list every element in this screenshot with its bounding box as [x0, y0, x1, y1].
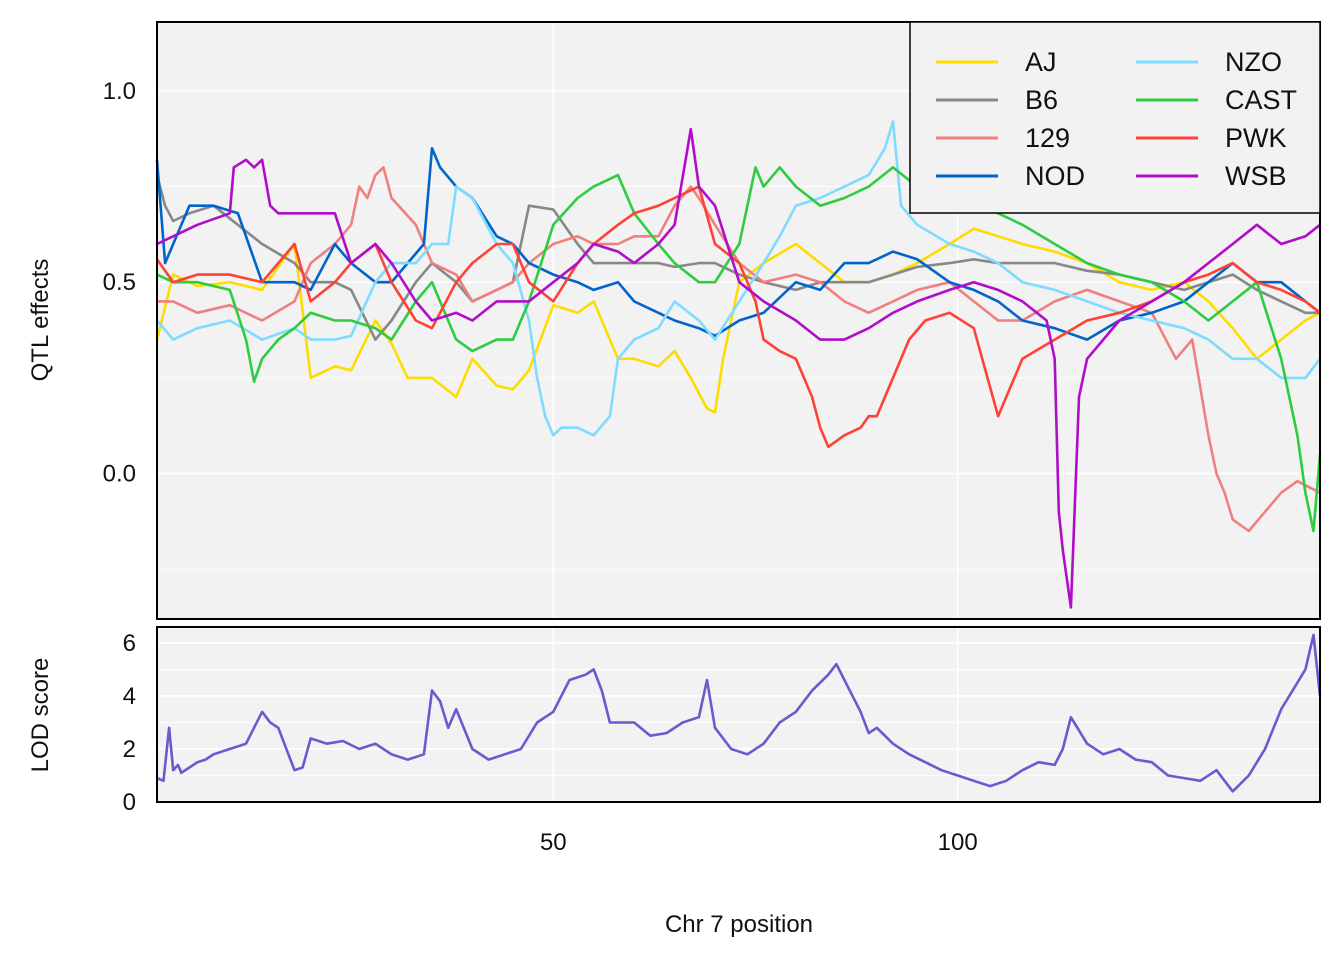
bottom-y-tick-label: 0: [123, 789, 136, 816]
bottom-plot-frame: [156, 626, 1321, 803]
bottom-y-tick-label: 6: [123, 630, 136, 657]
legend-items: AJ B6 129 NOD NZO CAST PWK WSB: [936, 47, 1297, 191]
bottom-y-tick-label: 4: [123, 683, 136, 710]
legend-label-B6: B6: [1025, 85, 1058, 115]
x-tick-label: 50: [540, 829, 567, 856]
legend-label-PWK: PWK: [1225, 123, 1287, 153]
bottom-y-ticks: 0 2 4 6: [123, 630, 136, 816]
lod-score-line: [156, 633, 1322, 793]
top-y-ticks: 0.0 0.5 1.0: [103, 78, 136, 488]
bottom-panel: 0 2 4 6 50 100 LOD score Chr 7 position: [27, 626, 1322, 938]
legend-label-NOD: NOD: [1025, 161, 1085, 191]
series-line-129: [157, 166, 1321, 533]
top-series-group: [155, 120, 1322, 609]
series-line-B6: [155, 174, 1320, 341]
legend-label-NZO: NZO: [1225, 47, 1282, 77]
series-line-NZO: [156, 120, 1322, 437]
bottom-y-tick-label: 2: [123, 736, 136, 763]
legend-label-CAST: CAST: [1225, 85, 1297, 115]
bottom-y-axis-label: LOD score: [27, 658, 54, 773]
top-plot-frame: [156, 21, 1321, 620]
legend-label-129: 129: [1025, 123, 1070, 153]
bottom-grid: [157, 627, 1320, 803]
bottom-series-group: [156, 633, 1322, 793]
top-y-tick-label: 0.5: [103, 269, 136, 296]
bottom-x-ticks: 50 100: [540, 829, 978, 856]
top-y-tick-label: 1.0: [103, 78, 136, 105]
x-axis-label: Chr 7 position: [665, 911, 813, 938]
legend-label-WSB: WSB: [1225, 161, 1287, 191]
x-tick-label: 100: [938, 829, 978, 856]
series-line-CAST: [156, 166, 1322, 533]
top-y-axis-label: QTL effects: [27, 259, 54, 382]
legend-box: [909, 21, 1321, 214]
legend-label-AJ: AJ: [1025, 47, 1057, 77]
series-line-NOD: [155, 147, 1321, 341]
bottom-plot-background: [157, 627, 1320, 802]
series-line-WSB: [156, 127, 1321, 609]
top-y-tick-label: 0.0: [103, 461, 136, 488]
series-line-PWK: [155, 185, 1321, 449]
legend: AJ B6 129 NOD NZO CAST PWK WSB: [909, 21, 1321, 214]
